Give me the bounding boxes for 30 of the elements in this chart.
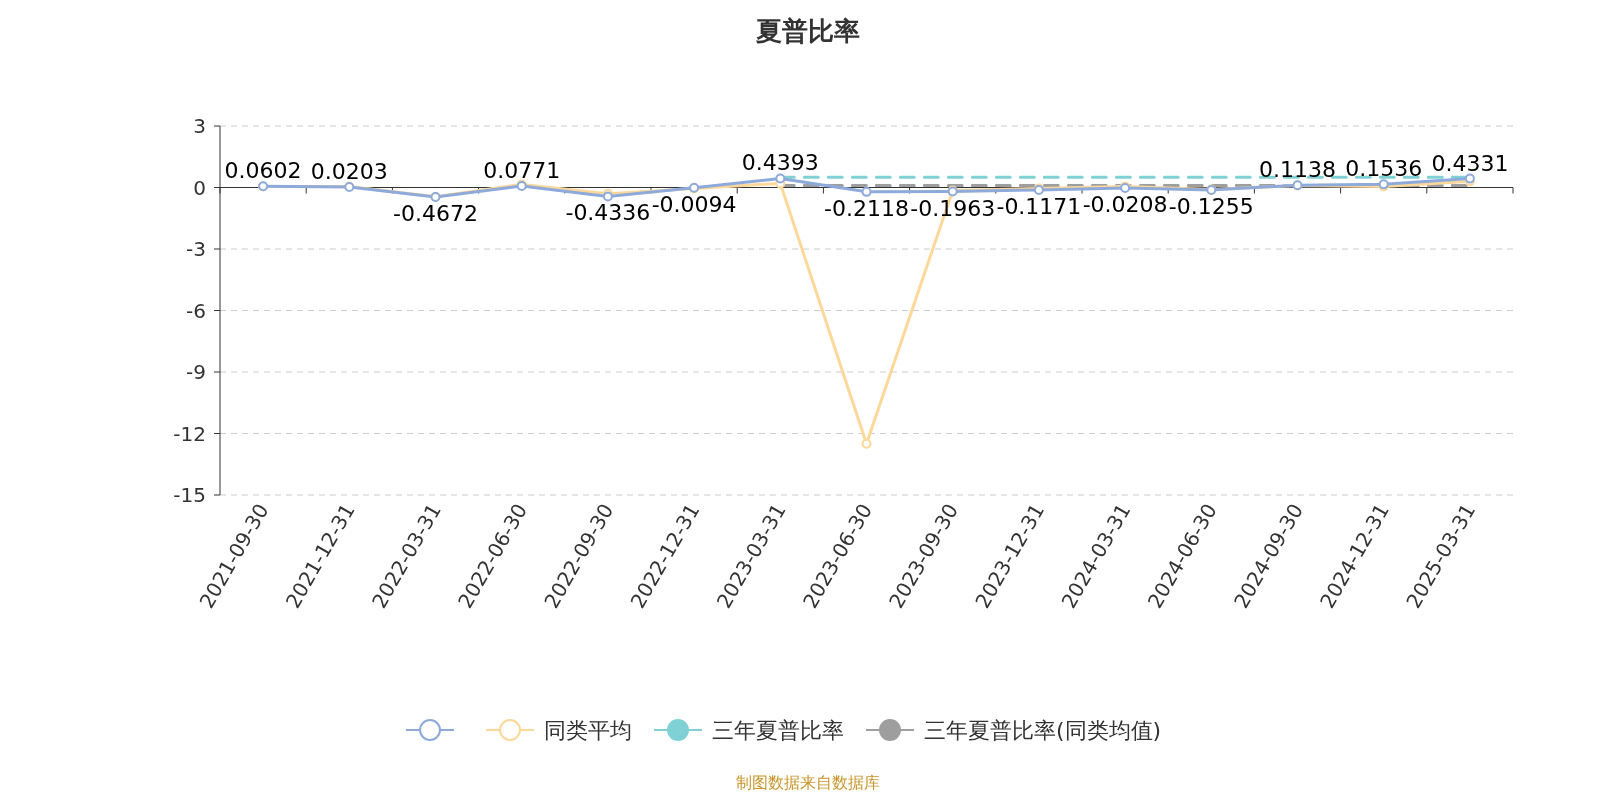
y-tick-label: -12	[173, 421, 206, 446]
data-label: 0.1536	[1345, 156, 1423, 182]
data-label: -0.4336	[565, 200, 651, 226]
data-label: -0.0208	[1082, 191, 1168, 217]
data-label: -0.1171	[996, 193, 1082, 219]
chart-title: 夏普比率	[755, 16, 860, 46]
data-label: -0.4672	[393, 201, 478, 227]
legend-label: 同类平均	[544, 717, 632, 743]
data-label: 0.4393	[741, 150, 819, 176]
data-label: -0.1255	[1168, 194, 1254, 220]
y-tick-label: -9	[186, 360, 206, 384]
y-tick-label: 0	[193, 175, 206, 200]
legend-label: 三年夏普比率(同类均值)	[924, 717, 1162, 743]
data-label: 0.4331	[1431, 150, 1509, 176]
y-tick-label: -3	[186, 237, 206, 261]
point	[861, 186, 872, 197]
data-label: 0.0203	[310, 159, 388, 185]
data-label: -0.2118	[824, 195, 909, 221]
data-label: 0.0771	[483, 157, 561, 183]
point	[861, 438, 872, 449]
y-tick-label: -15	[173, 483, 206, 507]
data-label: -0.1963	[910, 195, 996, 221]
y-tick-label: -6	[186, 298, 206, 323]
legend-label: 三年夏普比率	[712, 717, 844, 743]
data-label: 0.0602	[224, 158, 302, 184]
data-label: -0.0094	[651, 191, 737, 217]
data-label: 0.1138	[1259, 157, 1336, 183]
y-tick-label: 3	[193, 114, 206, 138]
point	[775, 173, 786, 184]
text: 制图数据来自数据库	[736, 773, 880, 792]
